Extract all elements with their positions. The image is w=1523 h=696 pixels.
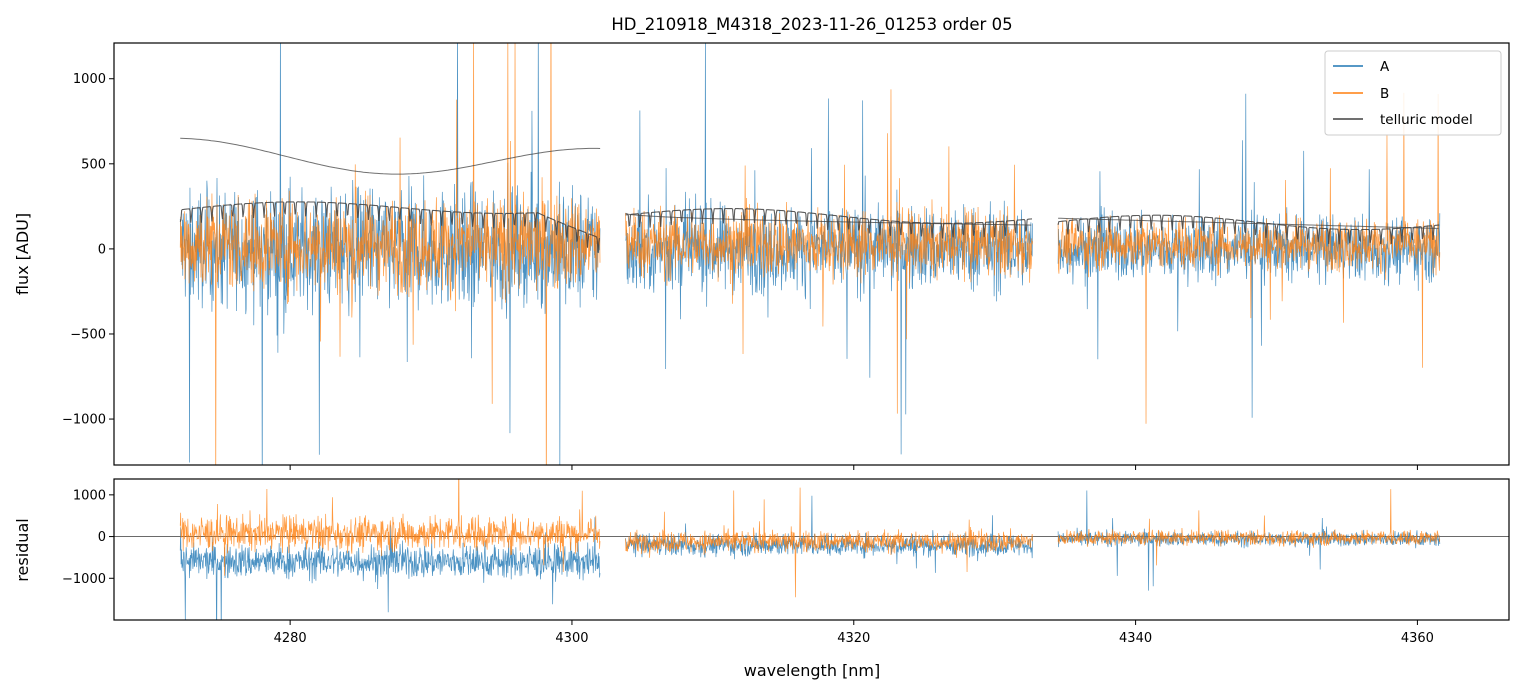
- series-a-line: [1057, 93, 1441, 418]
- telluric-model-envelope: [625, 212, 1032, 226]
- telluric-model-envelope: [1058, 217, 1439, 229]
- residual-b-line: [625, 487, 1033, 598]
- y-tick-label: 1000: [73, 488, 106, 503]
- flux-series-group: [179, 43, 1441, 465]
- telluric-model-line: [625, 208, 1033, 239]
- y-tick-label: −1000: [62, 413, 106, 428]
- legend-label-telluric: telluric model: [1380, 112, 1473, 128]
- residual-b-line: [1057, 489, 1441, 566]
- series-b-line: [1057, 92, 1441, 424]
- y-tick-label: −1000: [62, 572, 106, 587]
- flux-x-ticks: [289, 465, 1418, 470]
- x-tick-label: 4340: [1119, 631, 1152, 646]
- x-tick-label: 4360: [1401, 631, 1434, 646]
- residual-x-ticks: 4280 4300 4320 4340 4360: [274, 620, 1434, 646]
- residual-a-line: [179, 517, 601, 620]
- residual-axes-frame: [113, 478, 1510, 621]
- series-b-line: [625, 89, 1033, 414]
- flux-y-axis-label: flux [ADU]: [13, 213, 32, 295]
- telluric-model-envelope: [180, 137, 601, 175]
- x-tick-label: 4320: [837, 631, 870, 646]
- y-tick-label: 500: [81, 157, 106, 172]
- flux-axes-frame: [113, 42, 1510, 466]
- y-tick-label: −500: [70, 327, 106, 342]
- legend-label-a: A: [1380, 59, 1390, 75]
- legend-box: [1324, 50, 1502, 136]
- telluric-model-line: [1057, 214, 1440, 245]
- residual-y-ticks: −1000 0 1000: [62, 488, 114, 587]
- x-axis-label: wavelength [nm]: [744, 661, 881, 680]
- y-tick-label: 1000: [73, 72, 106, 87]
- flux-panel: −1000 −500 0 500 1000 flux [ADU] A B telluri…: [13, 42, 1510, 470]
- telluric-model-line: [179, 201, 600, 253]
- legend-label-b: B: [1380, 86, 1389, 102]
- x-tick-label: 4300: [555, 631, 588, 646]
- y-tick-label: 0: [98, 530, 106, 545]
- x-tick-label: 4280: [274, 631, 307, 646]
- y-tick-label: 0: [98, 242, 106, 257]
- flux-y-ticks: −1000 −500 0 500 1000: [62, 72, 114, 428]
- chart-title: HD_210918_M4318_2023-11-26_01253 order 0…: [611, 15, 1012, 35]
- residual-y-axis-label: residual: [13, 518, 32, 581]
- series-b-line: [179, 43, 601, 465]
- residual-series-group: [114, 479, 1509, 620]
- residual-panel: −1000 0 1000 4280 4300 4320 4340 4360 residual…: [13, 478, 1510, 680]
- residual-b-line: [179, 479, 601, 576]
- legend: A B telluric model: [1324, 50, 1502, 136]
